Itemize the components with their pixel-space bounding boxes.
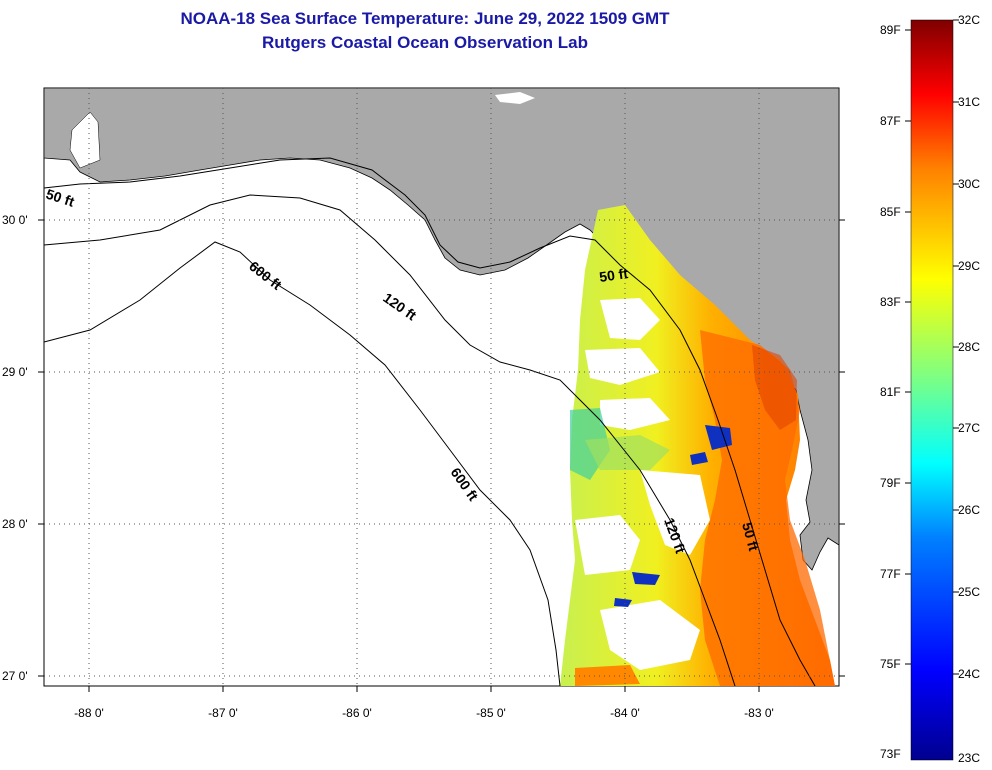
c-label: 25C bbox=[958, 585, 980, 599]
lat-label: 30 0' bbox=[2, 213, 28, 227]
f-label: 75F bbox=[880, 657, 901, 671]
bay bbox=[69, 111, 101, 169]
c-label: 23C bbox=[958, 751, 980, 765]
axis-ticks bbox=[38, 219, 845, 692]
lat-label: 28 0' bbox=[2, 517, 28, 531]
f-label: 77F bbox=[880, 567, 901, 581]
lon-label: -88 0' bbox=[74, 706, 104, 720]
lat-label: 27 0' bbox=[2, 669, 28, 683]
f-label: 83F bbox=[880, 295, 901, 309]
lat-label: 29 0' bbox=[2, 365, 28, 379]
contour-label-50ft-east: 50 ft bbox=[598, 265, 629, 285]
c-label: 24C bbox=[958, 667, 980, 681]
lon-label: -86 0' bbox=[342, 706, 372, 720]
contour-50ft bbox=[44, 157, 816, 686]
lon-label: -87 0' bbox=[208, 706, 238, 720]
f-label: 79F bbox=[880, 476, 901, 490]
f-label: 87F bbox=[880, 114, 901, 128]
c-label: 29C bbox=[958, 259, 980, 273]
contour-600ft bbox=[44, 241, 561, 686]
lon-label: -83 0' bbox=[744, 706, 774, 720]
c-label: 28C bbox=[958, 340, 980, 354]
f-label: 81F bbox=[880, 385, 901, 399]
c-label: 31C bbox=[958, 95, 980, 109]
map-title: NOAA-18 Sea Surface Temperature: June 29… bbox=[180, 9, 670, 28]
colorbar-f-labels: 89F 87F 85F 83F 81F 79F 77F 75F 73F bbox=[880, 23, 901, 761]
map-subtitle: Rutgers Coastal Ocean Observation Lab bbox=[262, 33, 588, 52]
lon-label: -84 0' bbox=[610, 706, 640, 720]
sst-swath bbox=[560, 205, 835, 686]
c-label: 30C bbox=[958, 177, 980, 191]
f-label: 89F bbox=[880, 23, 901, 37]
f-label: 73F bbox=[880, 747, 901, 761]
lon-label: -85 0' bbox=[476, 706, 506, 720]
colorbar bbox=[910, 19, 954, 761]
colorbar-ticks bbox=[905, 19, 959, 675]
lake bbox=[495, 92, 535, 104]
c-label: 32C bbox=[958, 13, 980, 27]
contour-120ft bbox=[44, 194, 736, 686]
c-label: 27C bbox=[958, 421, 980, 435]
colorbar-c-labels: 32C 31C 30C 29C 28C 27C 26C 25C 24C 23C bbox=[958, 13, 980, 765]
c-label: 26C bbox=[958, 503, 980, 517]
f-label: 85F bbox=[880, 205, 901, 219]
land-mass bbox=[44, 88, 839, 571]
contour-label-50ft-south: 50 ft bbox=[739, 521, 762, 553]
depth-contours bbox=[44, 157, 816, 686]
